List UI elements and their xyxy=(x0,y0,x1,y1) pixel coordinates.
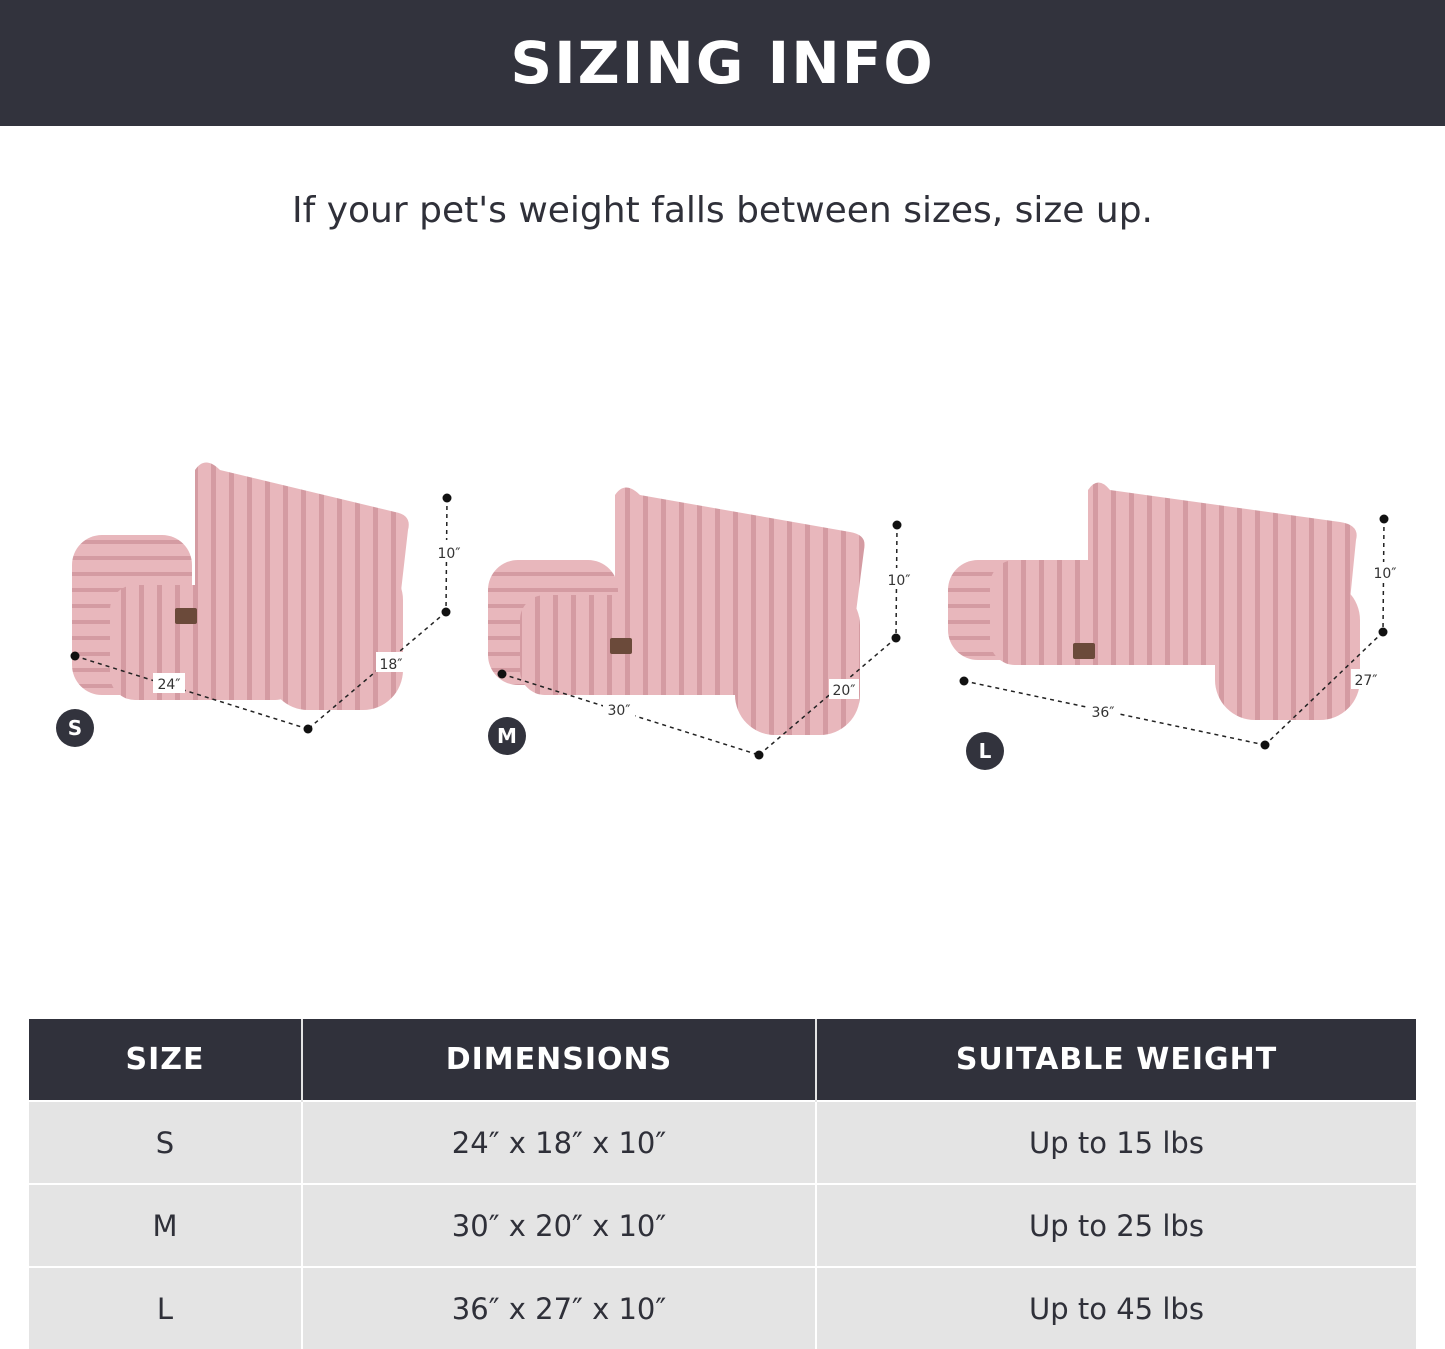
bed-medium-image xyxy=(488,487,865,735)
bed-illustrations: 10″ 18″ 24″ S 10″ 20″ 30″ M 10″ 27″ 36″ … xyxy=(56,462,1400,770)
weight-cell: Up to 15 lbs xyxy=(815,1100,1416,1184)
sizing-advice: If your pet's weight falls between sizes… xyxy=(291,190,1153,231)
size-cell: L xyxy=(29,1266,302,1349)
width-label: 24″ xyxy=(157,677,180,693)
weight-cell: Up to 25 lbs xyxy=(815,1183,1416,1267)
bed-large-image xyxy=(948,482,1360,720)
height-label: 10″ xyxy=(1373,566,1396,582)
size-cell: S xyxy=(29,1100,302,1184)
width-label: 30″ xyxy=(607,703,630,719)
bed-small-dimensions: 10″ 18″ 24″ S xyxy=(56,540,464,747)
size-badge-label: S xyxy=(68,716,82,740)
bed-small-image xyxy=(72,462,409,710)
weight-cell: Up to 45 lbs xyxy=(815,1266,1416,1349)
table-row: S 24″ x 18″ x 10″ Up to 15 lbs xyxy=(29,1100,1416,1184)
dimensions-cell: 24″ x 18″ x 10″ xyxy=(301,1100,816,1184)
table-row: M 30″ x 20″ x 10″ Up to 25 lbs xyxy=(29,1183,1416,1267)
title-banner: SIZING INFO xyxy=(0,0,1445,126)
column-header-dimensions: DIMENSIONS xyxy=(301,1019,816,1101)
table-row: L 36″ x 27″ x 10″ Up to 45 lbs xyxy=(29,1266,1416,1349)
dimension-dots xyxy=(70,493,1389,760)
size-badge-label: L xyxy=(979,739,992,763)
column-header-size: SIZE xyxy=(29,1019,302,1101)
column-header-weight: SUITABLE WEIGHT xyxy=(815,1019,1416,1101)
sizing-table: SIZE DIMENSIONS SUITABLE WEIGHT S 24″ x … xyxy=(29,1019,1416,1349)
height-label: 10″ xyxy=(887,573,910,589)
depth-label: 27″ xyxy=(1354,673,1377,689)
height-label: 10″ xyxy=(437,546,460,562)
dimensions-cell: 36″ x 27″ x 10″ xyxy=(301,1266,816,1349)
dimensions-cell: 30″ x 20″ x 10″ xyxy=(301,1183,816,1267)
size-badge-l xyxy=(966,732,1004,770)
size-badge-m xyxy=(488,717,526,755)
bed-medium-dimensions: 10″ 20″ 30″ M xyxy=(488,568,914,755)
width-label: 36″ xyxy=(1091,705,1114,721)
table-header-row: SIZE DIMENSIONS SUITABLE WEIGHT xyxy=(29,1019,1416,1101)
depth-label: 20″ xyxy=(832,683,855,699)
size-badge-label: M xyxy=(497,724,517,748)
size-cell: M xyxy=(29,1183,302,1267)
page-title: SIZING INFO xyxy=(510,29,935,97)
bed-large-dimensions: 10″ 27″ 36″ L xyxy=(966,562,1400,770)
depth-label: 18″ xyxy=(379,657,402,673)
size-badge-s xyxy=(56,709,94,747)
